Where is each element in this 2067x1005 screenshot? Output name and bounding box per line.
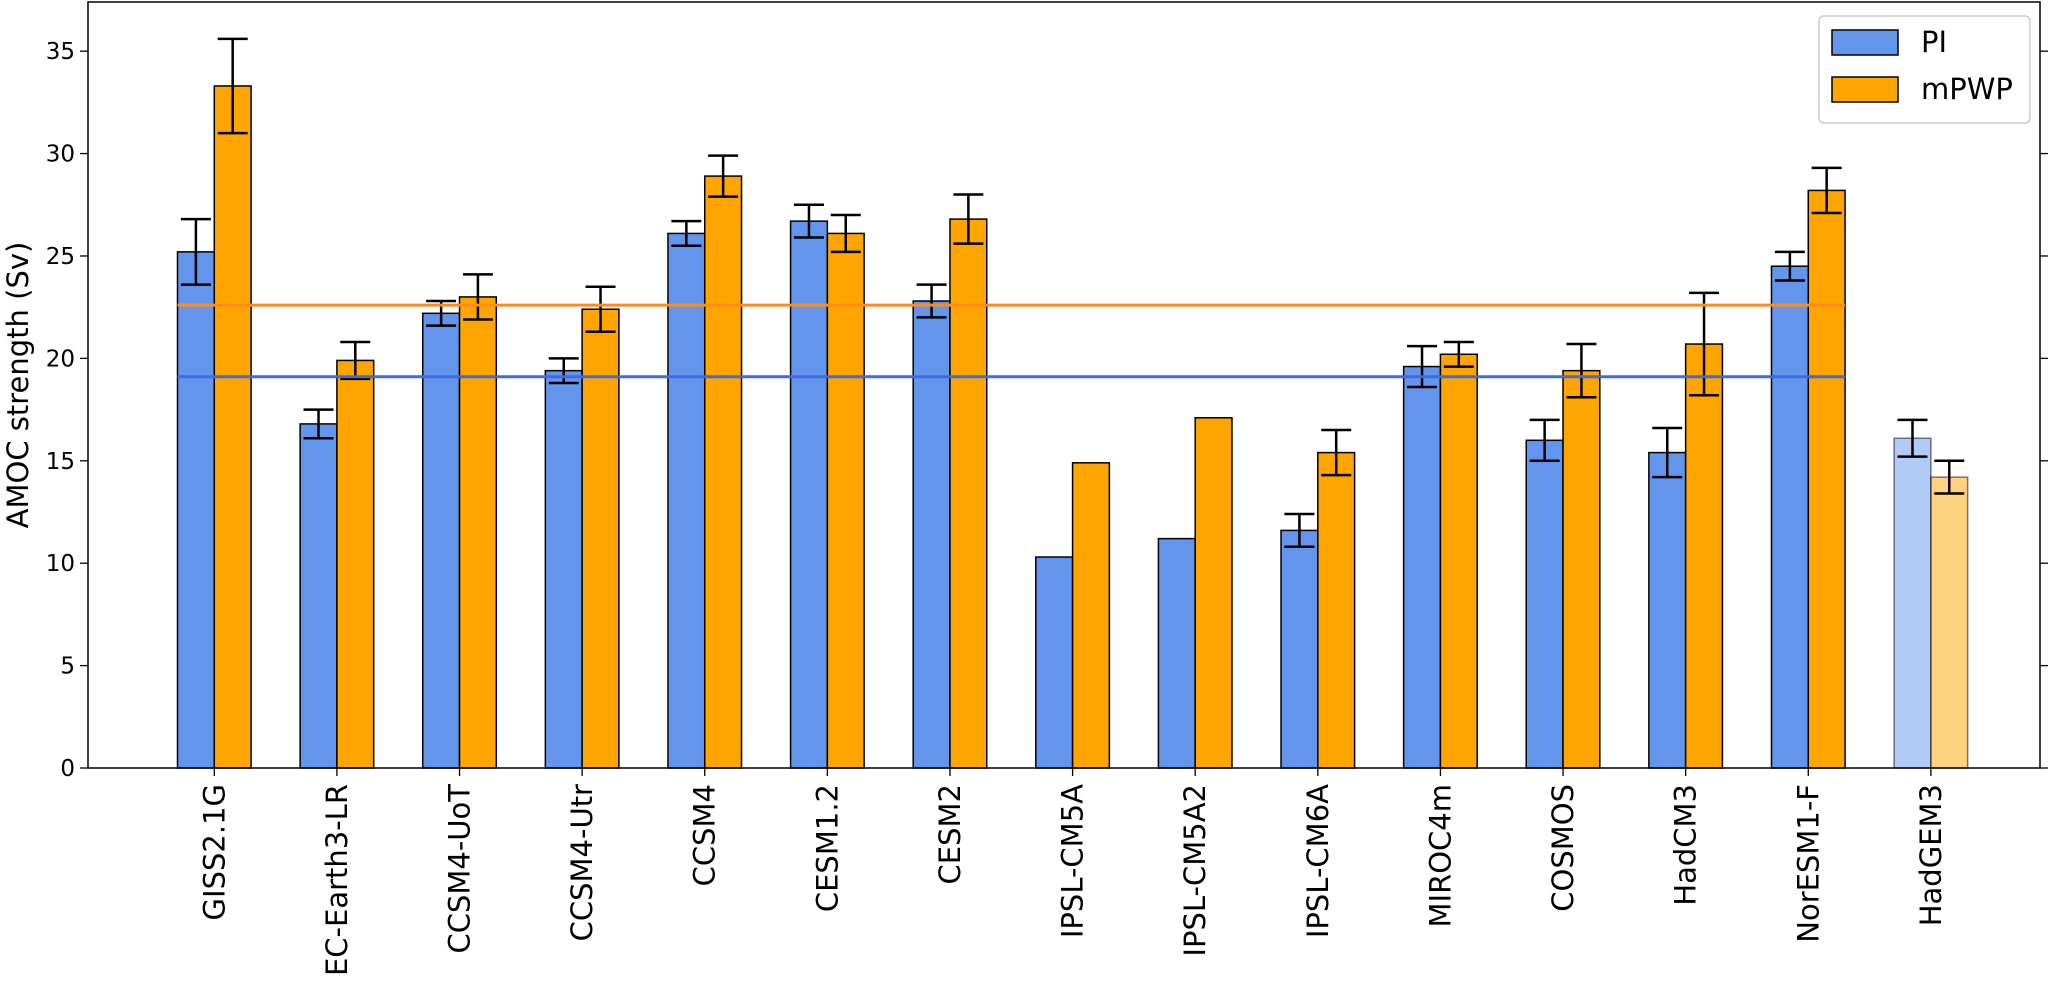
x-tick-label: CCSM4 [688,784,722,886]
y-tick-label: 15 [46,449,75,475]
x-tick-label: CESM2 [933,784,967,884]
x-tick-label: HadCM3 [1669,784,1703,906]
x-tick-label: COSMOS [1546,784,1580,912]
y-tick-label: 30 [46,142,75,168]
y-tick-label: 20 [46,346,75,372]
bar [1035,556,1074,769]
error-bar [1566,342,1597,399]
bar [581,308,620,769]
error-bar [793,203,824,239]
x-tick-label: MIROC4m [1423,784,1457,928]
error-bar [462,273,493,321]
legend-swatch [1831,76,1899,103]
bar [1893,437,1932,769]
error-bar [1407,344,1438,389]
bar [789,220,829,769]
bar [667,232,706,769]
error-bar [708,154,739,198]
y-tick-label: 35 [46,39,75,65]
error-bar [303,408,334,440]
bar [912,300,951,769]
x-tick-label: GISS2.1G [197,784,231,920]
bar [544,369,583,769]
bar [1194,417,1233,769]
error-bar [340,340,371,381]
y-tick-label: 10 [46,551,75,577]
bar [1439,353,1478,769]
error-bar [1284,512,1315,549]
bar [1930,476,1969,769]
y-tick-label: 25 [46,244,75,270]
error-bar [548,357,579,385]
x-tick-label: CCSM4-UoT [443,784,477,954]
error-bar [180,217,211,286]
legend-label: mPWP [1921,72,2013,106]
x-tick-label: NorESM1-F [1791,784,1825,943]
bar [421,312,461,769]
bar [299,423,338,769]
bar [1648,451,1687,769]
x-tick-label: IPSL-CM5A2 [1178,784,1212,957]
bar [949,218,988,769]
x-tick-label: CCSM4-Utr [565,784,599,941]
bar [1402,365,1442,769]
y-tick-label: 5 [60,654,75,680]
error-bar [1811,166,1842,215]
bar [1525,439,1564,769]
x-tick-label: CESM1.2 [810,784,844,912]
x-tick-label: HadGEM3 [1914,784,1948,926]
error-bar [1774,250,1805,282]
bar [176,251,216,769]
bar [1562,369,1601,769]
bar [336,359,375,769]
bar [826,232,865,769]
legend-label: PI [1921,25,1947,59]
error-bar [585,285,616,333]
bar [1317,451,1356,769]
error-bar [916,283,947,319]
x-tick-label: EC-Earth3-LR [320,784,354,976]
y-axis-label: AMOC strength (Sv) [1,242,35,529]
bar [1770,265,1810,769]
y-tick-label: 0 [60,756,75,782]
error-bar [1443,340,1474,368]
bar [1157,537,1196,769]
legend-swatch [1831,29,1899,56]
error-bar [1321,428,1352,477]
error-bar [830,213,861,254]
bar [1071,462,1111,769]
error-bar [671,219,702,247]
bar [1684,343,1724,769]
bar [1280,529,1319,769]
bar [458,296,498,769]
error-bar [1652,426,1683,479]
bar [703,175,743,769]
error-bar [1529,418,1560,463]
error-bar [953,193,984,245]
error-bar [1934,459,1965,495]
plot-frame [87,1,2041,769]
error-bar [1897,418,1928,458]
error-bar [217,37,248,135]
bar [213,85,252,769]
x-tick-label: IPSL-CM5A [1056,784,1090,938]
bar [1807,189,1846,769]
x-tick-label: IPSL-CM6A [1301,784,1335,938]
